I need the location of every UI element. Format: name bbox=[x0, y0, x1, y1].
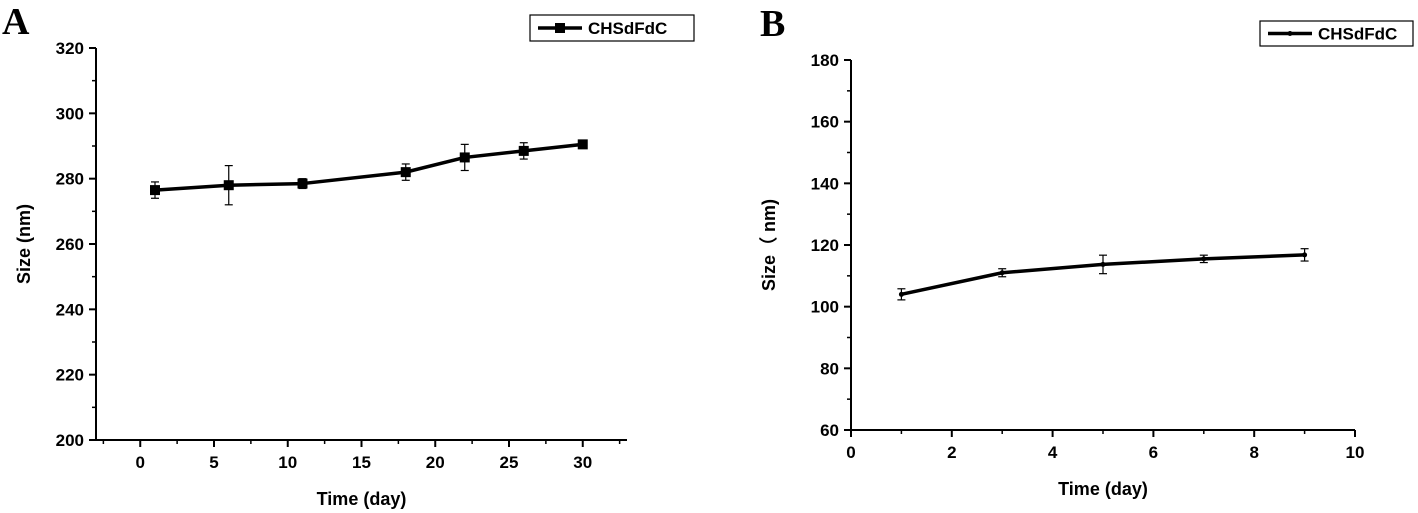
data-point bbox=[223, 180, 234, 191]
y-tick-label: 100 bbox=[811, 298, 839, 317]
legend-marker bbox=[1287, 31, 1293, 36]
y-tick-label: 120 bbox=[811, 236, 839, 255]
x-tick-label: 4 bbox=[1048, 443, 1058, 462]
data-point bbox=[150, 185, 160, 196]
data-point bbox=[297, 178, 308, 189]
y-axis-title: Size（ nm) bbox=[759, 199, 779, 291]
y-tick-label: 240 bbox=[56, 300, 84, 319]
y-tick-label: 140 bbox=[811, 174, 839, 193]
data-point bbox=[999, 270, 1005, 276]
y-tick-label: 160 bbox=[811, 113, 839, 132]
series-line bbox=[154, 142, 583, 192]
data-point bbox=[518, 145, 529, 156]
y-tick-label: 260 bbox=[56, 235, 84, 254]
data-point bbox=[400, 167, 411, 178]
y-tick-label: 80 bbox=[820, 359, 839, 378]
legend: CHSdFdC bbox=[529, 14, 695, 42]
data-point bbox=[898, 291, 904, 297]
y-tick-label: 180 bbox=[811, 51, 839, 70]
y-tick-label: 200 bbox=[56, 431, 84, 450]
y-tick-label: 280 bbox=[56, 170, 84, 189]
y-axis-title: Size (nm) bbox=[14, 204, 34, 284]
y-tick-label: 220 bbox=[56, 366, 84, 385]
x-tick-label: 20 bbox=[426, 453, 445, 472]
legend-label: CHSdFdC bbox=[1318, 25, 1397, 44]
data-point bbox=[459, 152, 470, 163]
panel-label: A bbox=[2, 1, 30, 43]
y-tick-label: 320 bbox=[56, 39, 84, 58]
x-tick-label: 30 bbox=[573, 453, 592, 472]
data-point bbox=[1201, 256, 1207, 262]
x-tick-label: 5 bbox=[209, 453, 218, 472]
y-tick-label: 300 bbox=[56, 104, 84, 123]
panel-label: B bbox=[760, 3, 785, 45]
x-axis-title: Time (day) bbox=[1058, 479, 1148, 499]
legend-label: CHSdFdC bbox=[588, 19, 667, 38]
x-tick-label: 6 bbox=[1149, 443, 1158, 462]
x-tick-label: 10 bbox=[278, 453, 297, 472]
data-point bbox=[577, 139, 588, 150]
x-tick-label: 15 bbox=[352, 453, 371, 472]
y-tick-label: 60 bbox=[820, 421, 839, 440]
x-tick-label: 8 bbox=[1249, 443, 1258, 462]
legend-marker bbox=[555, 23, 565, 33]
legend: CHSdFdC bbox=[1259, 20, 1414, 47]
x-tick-label: 0 bbox=[846, 443, 855, 462]
chart-panel-a: 0 5 10 15 20 25 30 200 220 240 260 280 300 320 Time (d… bbox=[2, 1, 695, 509]
chart-panel-b: 0 2 4 6 8 10 60 80 100 120 140 160 180 Time (day) Size… bbox=[759, 3, 1414, 499]
x-axis-title: Time (day) bbox=[317, 489, 407, 509]
x-tick-label: 0 bbox=[136, 453, 145, 472]
data-point bbox=[1302, 252, 1308, 258]
x-tick-label: 25 bbox=[500, 453, 519, 472]
x-tick-label: 2 bbox=[947, 443, 956, 462]
x-tick-label: 10 bbox=[1346, 443, 1365, 462]
data-point bbox=[1100, 261, 1106, 267]
